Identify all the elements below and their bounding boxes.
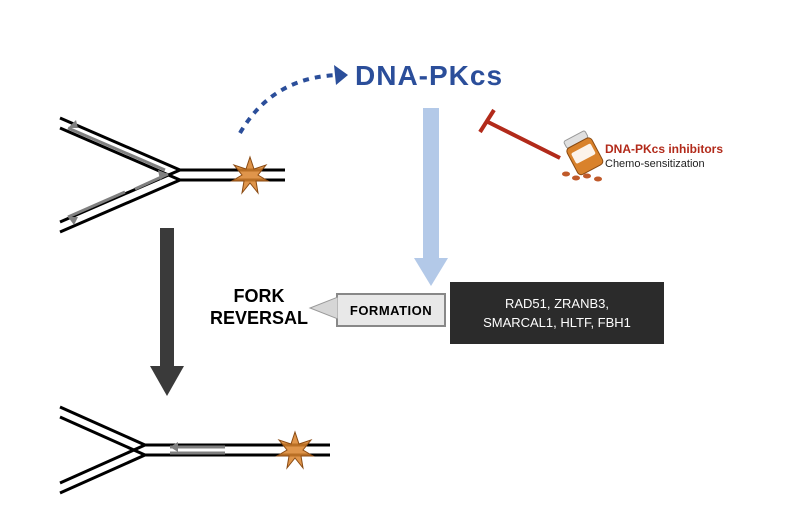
fork-reversal-label: FORK REVERSAL bbox=[210, 286, 308, 329]
diagram-canvas: DNA-PKcs DNA-PKcs inhibitors Chemo-sensi… bbox=[0, 0, 800, 530]
dna-pkcs-title: DNA-PKcs bbox=[355, 60, 503, 92]
proteins-line2: SMARCAL1, HLTF, FBH1 bbox=[483, 313, 631, 333]
formation-left-arrow-icon bbox=[308, 293, 338, 323]
proteins-box: RAD51, ZRANB3, SMARCAL1, HLTF, FBH1 bbox=[450, 282, 664, 344]
bottom-dna-fork bbox=[50, 395, 350, 505]
proteins-line1: RAD51, ZRANB3, bbox=[505, 294, 609, 314]
fork-line2: REVERSAL bbox=[210, 308, 308, 328]
formation-box: FORMATION bbox=[336, 293, 446, 327]
down-arrow-lightblue-icon bbox=[414, 108, 448, 288]
chemo-label: Chemo-sensitization bbox=[605, 158, 705, 170]
fork-line1: FORK bbox=[234, 286, 285, 306]
pill-bottle-icon bbox=[556, 128, 611, 183]
formation-text: FORMATION bbox=[350, 303, 432, 318]
inhibitor-label: DNA-PKcs inhibitors bbox=[605, 142, 723, 156]
down-arrow-dark-icon bbox=[150, 228, 184, 398]
